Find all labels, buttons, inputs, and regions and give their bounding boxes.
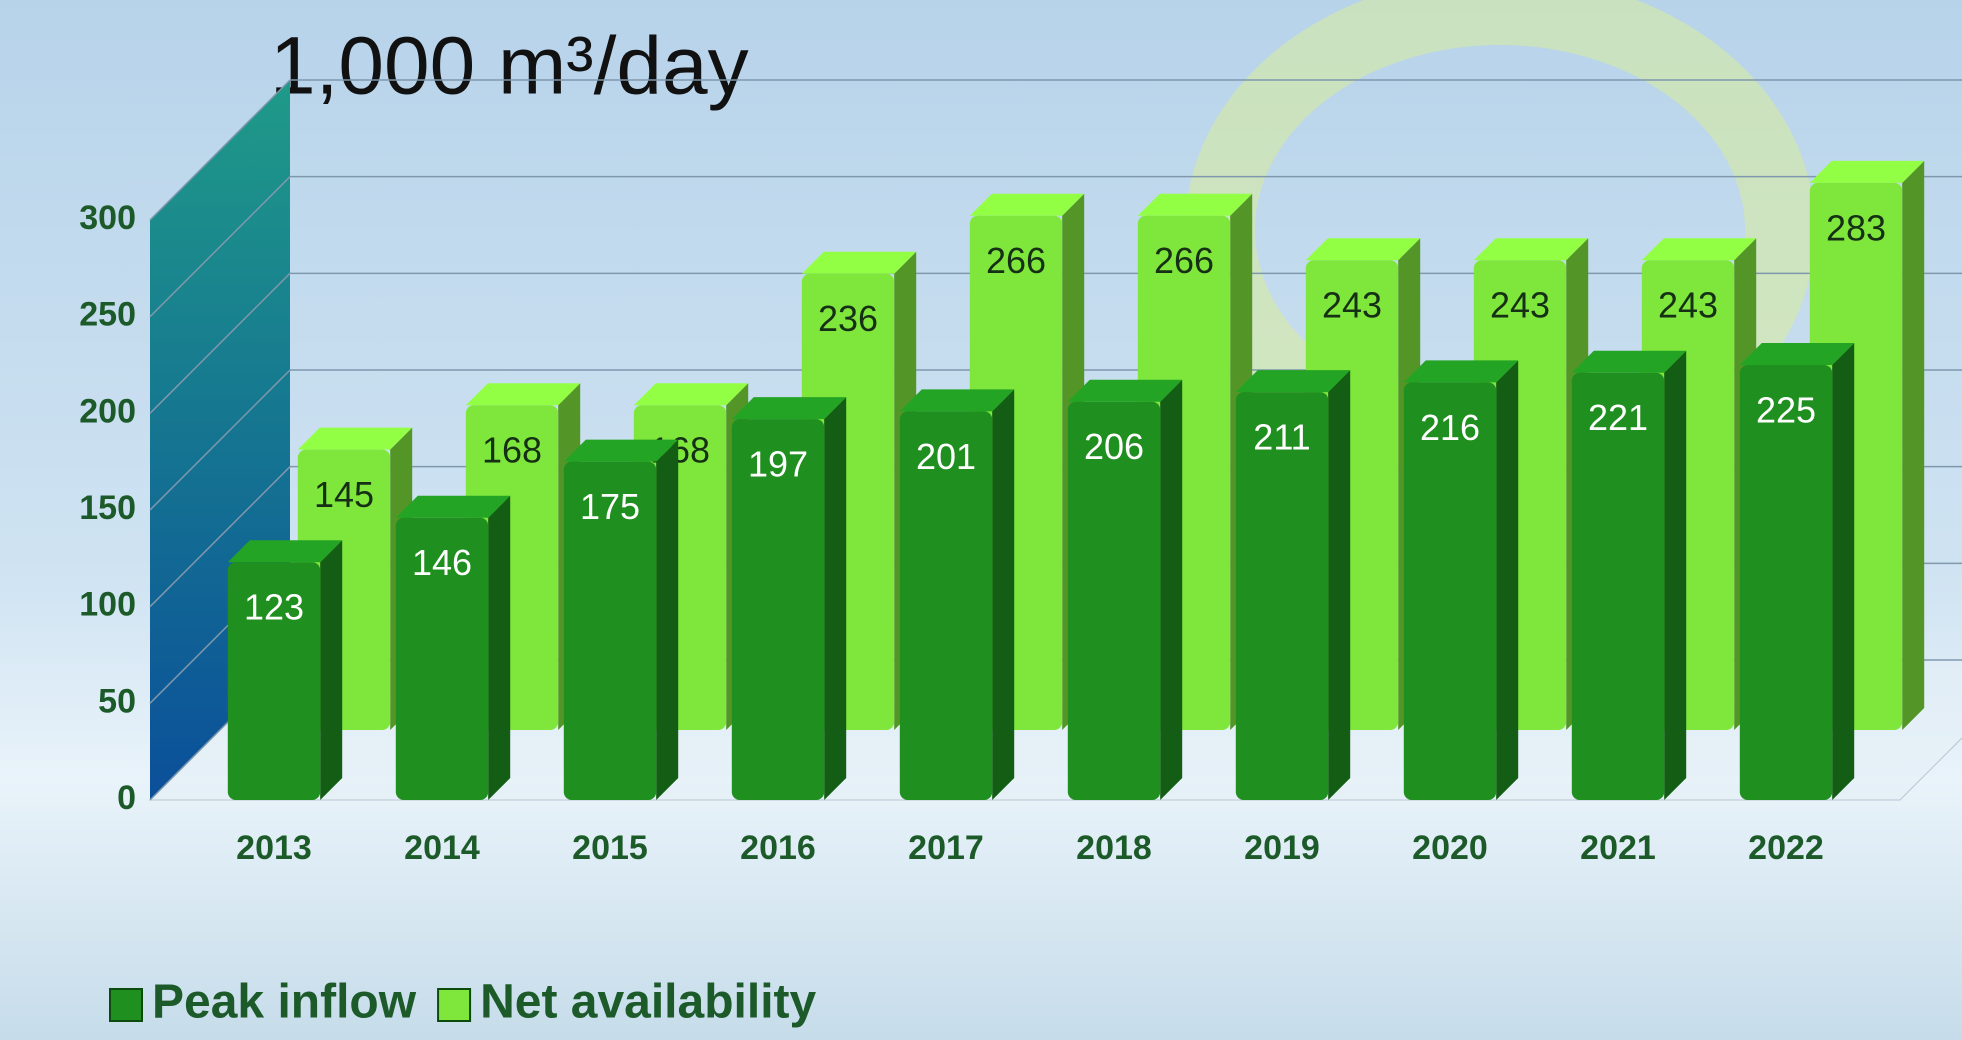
- y-tick-label: 150: [79, 489, 136, 527]
- bar-group: 221: [1572, 351, 1686, 800]
- value-label: 145: [314, 474, 374, 515]
- bar-group: 146: [396, 496, 510, 800]
- value-label: 211: [1253, 417, 1310, 458]
- x-tick-label: 2015: [572, 829, 648, 867]
- x-tick-label: 2022: [1748, 829, 1824, 867]
- x-tick-label: 2016: [740, 829, 816, 867]
- y-tick-label: 250: [79, 296, 136, 334]
- x-tick-label: 2021: [1580, 829, 1656, 867]
- bar-group: 206: [1068, 380, 1182, 800]
- y-tick-label: 50: [98, 682, 136, 720]
- value-label: 123: [244, 587, 304, 628]
- value-label: 243: [1658, 285, 1718, 326]
- bar-side: [1902, 161, 1924, 730]
- bar-group: 225: [1740, 343, 1854, 800]
- value-label: 221: [1588, 397, 1648, 438]
- bar-group: 123: [228, 540, 342, 800]
- bar-group: 211: [1236, 370, 1350, 800]
- y-tick-label: 100: [79, 586, 136, 624]
- value-label: 206: [1084, 426, 1144, 467]
- legend-swatch: [110, 989, 142, 1021]
- value-label: 266: [1154, 240, 1214, 281]
- chart: 1,000 m³/day Peak inflow Net availability…: [0, 0, 1962, 1040]
- bar-side: [1160, 380, 1182, 800]
- value-label: 225: [1756, 390, 1816, 431]
- bar-side: [488, 496, 510, 800]
- value-label: 216: [1420, 407, 1480, 448]
- bar-group: 201: [900, 389, 1014, 800]
- bar-side: [656, 440, 678, 800]
- value-label: 201: [916, 436, 976, 477]
- value-label: 197: [748, 444, 808, 485]
- value-label: 236: [818, 298, 878, 339]
- x-tick-label: 2019: [1244, 829, 1320, 867]
- x-tick-label: 2018: [1076, 829, 1152, 867]
- bar-side: [1832, 343, 1854, 800]
- value-label: 175: [580, 486, 640, 527]
- bar-side: [992, 389, 1014, 800]
- y-tick-label: 200: [79, 392, 136, 430]
- value-label: 283: [1826, 207, 1886, 248]
- chart-title: 1,000 m³/day: [270, 21, 749, 112]
- y-tick-label: 300: [79, 199, 136, 237]
- bar-side: [320, 540, 342, 800]
- x-tick-label: 2013: [236, 829, 312, 867]
- x-tick-label: 2014: [404, 829, 480, 867]
- value-label: 243: [1322, 285, 1382, 326]
- bar-group: 197: [732, 397, 846, 800]
- y-tick-label: 0: [117, 779, 136, 817]
- x-tick-label: 2020: [1412, 829, 1488, 867]
- bar-side: [1496, 360, 1518, 800]
- value-label: 266: [986, 240, 1046, 281]
- value-label: 243: [1490, 285, 1550, 326]
- bar-group: 175: [564, 440, 678, 800]
- bar-side: [824, 397, 846, 800]
- bar-side: [1664, 351, 1686, 800]
- x-tick-label: 2017: [908, 829, 984, 867]
- legend-label: Net availability: [480, 976, 816, 1029]
- value-label: 168: [482, 430, 542, 471]
- legend-label: Peak inflow: [152, 976, 417, 1029]
- bar-side: [1328, 370, 1350, 800]
- bar-group: 216: [1404, 360, 1518, 800]
- legend-swatch: [438, 989, 470, 1021]
- value-label: 146: [412, 542, 472, 583]
